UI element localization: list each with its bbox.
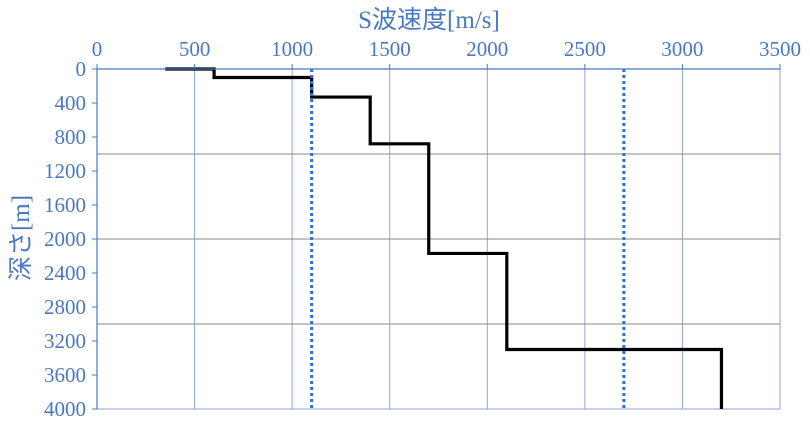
velocity-profile-line (165, 67, 724, 409)
y-tick-label: 1200 (44, 159, 86, 183)
y-tick-label: 2400 (44, 261, 86, 285)
y-tick-label: 400 (55, 91, 87, 115)
x-tick-label: 2000 (466, 37, 508, 61)
y-tick-label: 0 (76, 57, 87, 81)
x-tick-label: 3000 (661, 37, 703, 61)
grid-layer (97, 69, 781, 410)
x-tick-label: 0 (92, 37, 103, 61)
x-tick-label: 2500 (564, 37, 606, 61)
x-tick-label: 1000 (271, 37, 313, 61)
series-layer (165, 67, 724, 409)
tick-layer: 0 500 1000 1500 2000 2500 3000 3500 0 400 800 1200 1… (44, 37, 801, 421)
x-tick-label: 3500 (759, 37, 801, 61)
x-axis-title: S波速度[m/s] (358, 6, 500, 34)
axis-layer (92, 64, 781, 410)
y-tick-label: 2800 (44, 295, 86, 319)
y-axis-title: 深さ[m] (7, 195, 35, 281)
y-tick-label: 4000 (44, 397, 86, 421)
y-tick-label: 800 (55, 125, 87, 149)
y-tick-label: 1600 (44, 193, 86, 217)
y-tick-label: 3200 (44, 329, 86, 353)
x-tick-label: 1500 (369, 37, 411, 61)
y-tick-label: 2000 (44, 227, 86, 251)
y-tick-label: 3600 (44, 363, 86, 387)
x-tick-label: 500 (179, 37, 211, 61)
